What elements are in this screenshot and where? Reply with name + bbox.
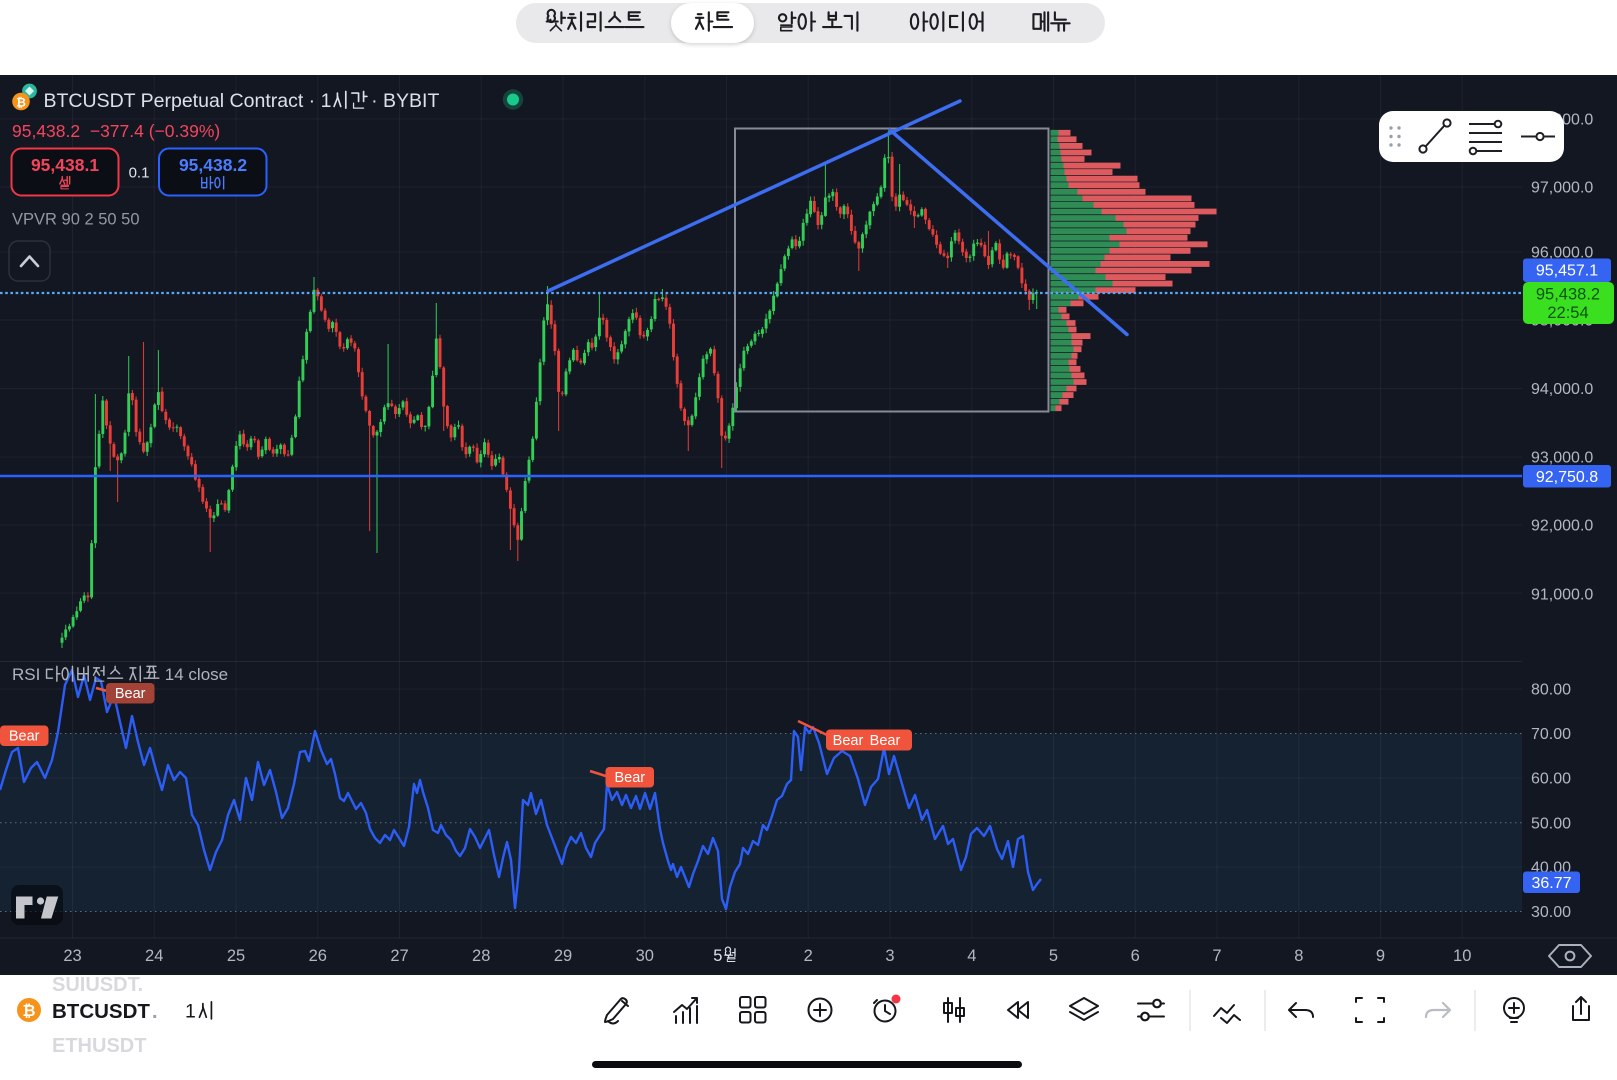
svg-text:ETHUSDT: ETHUSDT — [52, 1035, 146, 1057]
svg-text:14 close: 14 close — [165, 665, 228, 684]
svg-text:95,438.2: 95,438.2 — [1536, 286, 1600, 304]
svg-text:2: 2 — [804, 947, 813, 965]
svg-text:70.00: 70.00 — [1531, 726, 1571, 743]
svg-text:23: 23 — [63, 947, 81, 965]
svg-text:· BYBIT: · BYBIT — [371, 90, 439, 112]
svg-text:92,000.0: 92,000.0 — [1531, 518, 1593, 535]
svg-text:9: 9 — [1376, 947, 1385, 965]
svg-text:8: 8 — [1294, 947, 1303, 965]
svg-text:3: 3 — [885, 947, 894, 965]
svg-text:96,000.0: 96,000.0 — [1531, 245, 1593, 262]
svg-text:Bear: Bear — [115, 686, 146, 702]
svg-text:5: 5 — [713, 947, 722, 965]
svg-text:30: 30 — [636, 947, 654, 965]
svg-text:94,000.0: 94,000.0 — [1531, 381, 1593, 398]
svg-text:SUIUSDT.: SUIUSDT. — [52, 974, 143, 996]
svg-text:30.00: 30.00 — [1531, 904, 1571, 921]
svg-text:Bear: Bear — [833, 733, 864, 749]
svg-text:0.1: 0.1 — [129, 165, 150, 182]
svg-text:29: 29 — [554, 947, 572, 965]
svg-text:.: . — [152, 1000, 158, 1023]
svg-text:Bear: Bear — [870, 733, 901, 749]
svg-text:28: 28 — [472, 947, 490, 965]
svg-text:Bear: Bear — [9, 729, 40, 745]
svg-text:24: 24 — [145, 947, 163, 965]
svg-text:5: 5 — [1049, 947, 1058, 965]
svg-text:60.00: 60.00 — [1531, 771, 1571, 788]
svg-text:50.00: 50.00 — [1531, 815, 1571, 832]
svg-text:95,438.2 −377.4 (−0.39%): 95,438.2 −377.4 (−0.39%) — [12, 121, 220, 141]
svg-text:BTCUSDT: BTCUSDT — [52, 1000, 150, 1023]
svg-text:Bear: Bear — [614, 770, 645, 786]
svg-text:1: 1 — [185, 1001, 196, 1023]
svg-text:95,457.1: 95,457.1 — [1536, 263, 1598, 280]
svg-text:93,000.0: 93,000.0 — [1531, 450, 1593, 467]
svg-text:4: 4 — [967, 947, 976, 965]
svg-text:92,750.8: 92,750.8 — [1536, 469, 1598, 486]
svg-text:6: 6 — [1131, 947, 1140, 965]
svg-text:97,000.0: 97,000.0 — [1531, 180, 1593, 197]
svg-text:₿: ₿ — [22, 1002, 35, 1020]
svg-text:95,438.2: 95,438.2 — [179, 155, 247, 175]
svg-text:BTCUSDT Perpetual Contract · 1: BTCUSDT Perpetual Contract · 1 — [44, 90, 332, 112]
svg-text:80.00: 80.00 — [1531, 682, 1571, 699]
svg-text:RSI: RSI — [12, 665, 40, 684]
svg-text:VPVR 90 2 50 50: VPVR 90 2 50 50 — [12, 211, 140, 229]
svg-text:91,000.0: 91,000.0 — [1531, 587, 1593, 604]
svg-text:95,438.1: 95,438.1 — [31, 155, 99, 175]
svg-text:25: 25 — [227, 947, 245, 965]
svg-text:26: 26 — [309, 947, 327, 965]
svg-text:22:54: 22:54 — [1547, 304, 1588, 322]
svg-text:27: 27 — [390, 947, 408, 965]
svg-text:7: 7 — [1212, 947, 1221, 965]
svg-text:36.77: 36.77 — [1531, 875, 1571, 892]
svg-text:10: 10 — [1453, 947, 1471, 965]
svg-text:₿: ₿ — [16, 96, 26, 110]
